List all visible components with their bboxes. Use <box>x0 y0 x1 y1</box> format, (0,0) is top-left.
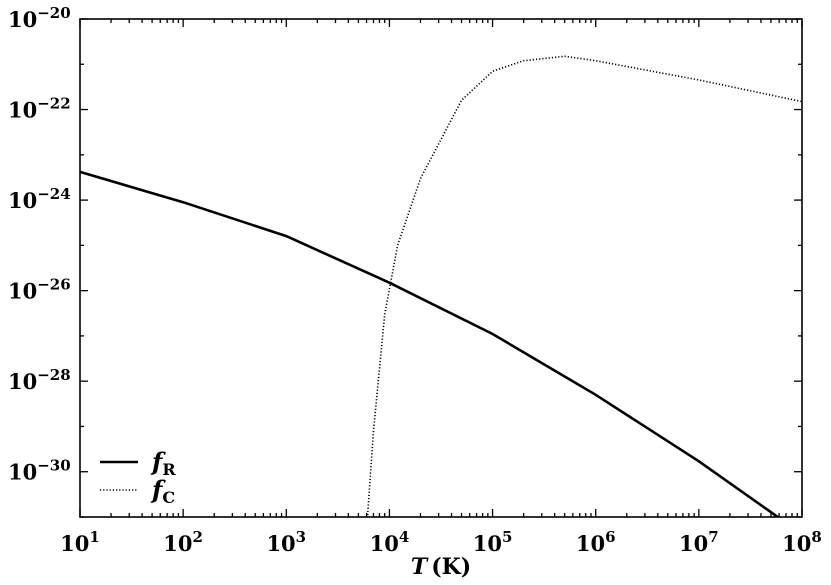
y-tick-label: 10−28 <box>8 366 71 394</box>
x-axis-label: T (K) <box>411 554 471 580</box>
x-tick-base: 10 <box>163 531 192 556</box>
x-tick-label: 106 <box>576 528 616 556</box>
series-line-f-c <box>366 55 802 517</box>
x-axis-label-unit: (K) <box>431 554 471 580</box>
legend-label-name: f <box>150 475 166 504</box>
x-tick-exponent: 5 <box>502 528 512 546</box>
x-tick-exponent: 1 <box>89 528 99 546</box>
y-tick-label: 10−30 <box>8 457 71 485</box>
y-tick-base: 10 <box>8 188 37 213</box>
x-tick-label: 102 <box>163 528 203 556</box>
x-tick-base: 10 <box>782 531 811 556</box>
x-tick-exponent: 8 <box>811 528 821 546</box>
y-tick-label: 10−22 <box>8 95 71 123</box>
x-tick-label: 103 <box>266 528 306 556</box>
plot-frame <box>79 18 803 518</box>
legend-label-subscript: R <box>162 460 176 479</box>
legend-label-name: f <box>150 447 166 476</box>
series-layer <box>80 55 802 517</box>
x-tick-label: 107 <box>679 528 719 556</box>
y-tick-exponent: −20 <box>37 4 70 22</box>
x-tick-base: 10 <box>60 531 89 556</box>
y-tick-exponent: −26 <box>37 276 70 294</box>
x-axis-label-symbol: T <box>411 554 429 580</box>
x-tick-exponent: 4 <box>399 528 409 546</box>
y-tick-label: 10−24 <box>8 185 71 213</box>
y-tick-base: 10 <box>8 7 37 32</box>
x-tick-base: 10 <box>370 531 399 556</box>
y-tick-base: 10 <box>8 98 37 123</box>
x-tick-label: 108 <box>782 528 822 556</box>
legend-label: fC <box>150 475 175 507</box>
y-tick-exponent: −22 <box>37 95 70 113</box>
x-tick-label: 105 <box>473 528 513 556</box>
y-tick-base: 10 <box>8 369 37 394</box>
y-tick-base: 10 <box>8 460 37 485</box>
y-tick-label: 10−20 <box>8 4 71 32</box>
series-line-f-r <box>80 170 781 517</box>
x-tick-base: 10 <box>576 531 605 556</box>
x-tick-base: 10 <box>266 531 295 556</box>
x-tick-exponent: 6 <box>605 528 615 546</box>
x-tick-label: 101 <box>60 528 100 556</box>
x-tick-exponent: 7 <box>708 528 718 546</box>
ticks-layer <box>79 18 803 518</box>
legend-label: fR <box>150 447 176 479</box>
y-tick-label: 10−26 <box>8 276 71 304</box>
y-tick-base: 10 <box>8 279 37 304</box>
legend-label-subscript: C <box>162 488 175 507</box>
y-tick-exponent: −28 <box>37 366 70 384</box>
y-tick-exponent: −24 <box>37 185 70 203</box>
y-tick-exponent: −30 <box>37 457 70 475</box>
x-tick-base: 10 <box>473 531 502 556</box>
x-tick-exponent: 2 <box>193 528 203 546</box>
labels-layer: 101 102 103 104 105 106 107 10810−3010−2810−261… <box>8 4 822 556</box>
x-tick-exponent: 3 <box>296 528 306 546</box>
x-tick-label: 104 <box>370 528 410 556</box>
x-tick-base: 10 <box>679 531 708 556</box>
